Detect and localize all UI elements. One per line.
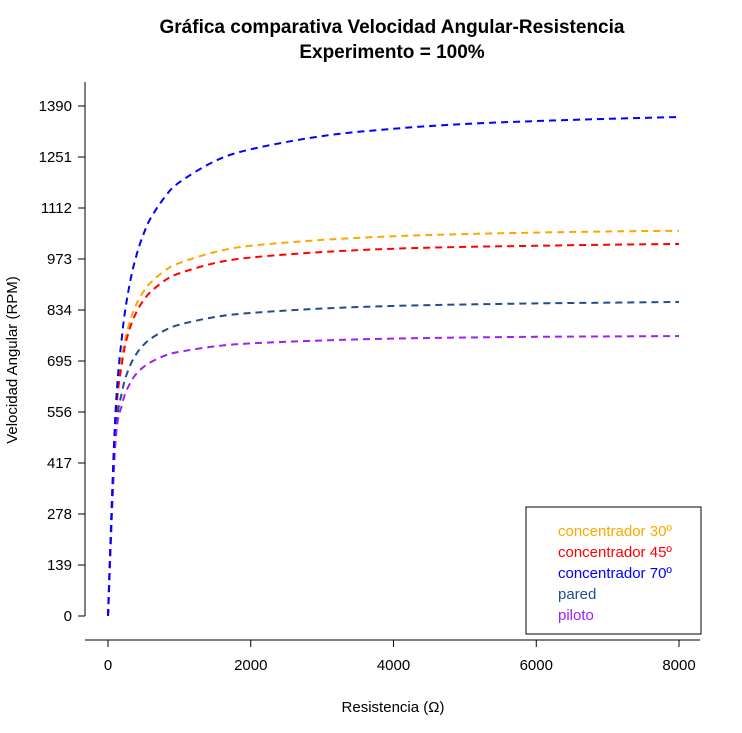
y-tick-label: 1251 (39, 149, 72, 166)
legend: concentrador 30º concentrador 45º concentr… (558, 523, 672, 624)
y-tick-label: 278 (47, 506, 72, 523)
chart-title: Gráfica comparativa Velocidad Angular-Re… (160, 17, 625, 38)
y-tick-label: 1390 (39, 98, 72, 115)
y-axis-label: Velocidad Angular (RPM) (4, 276, 21, 444)
series-line-concentrador-45 (107, 242, 680, 617)
legend-box (525, 506, 702, 635)
legend-entry-piloto: piloto (558, 607, 594, 624)
x-tick-label: 6000 (520, 657, 553, 674)
y-tick-label: 1112 (41, 200, 72, 217)
series-line-piloto (107, 335, 680, 617)
y-tick-label: 834 (47, 302, 72, 319)
y-tick-label: 139 (47, 557, 72, 574)
y-tick-label: 0 (64, 608, 72, 625)
y-tick-label: 973 (47, 251, 72, 268)
chart-subtitle: Experimento = 100% (299, 42, 484, 63)
x-tick-label: 2000 (234, 657, 267, 674)
legend-entry-concentrador-45: concentrador 45º (558, 544, 672, 561)
legend-entry-pared: pared (558, 586, 596, 603)
series-lines (107, 116, 680, 617)
x-axis-ticks: 0 2000 4000 6000 8000 (104, 640, 696, 674)
series-line-concentrador-70 (107, 116, 680, 617)
y-axis-ticks: 0 139 278 417 556 695 834 973 1112 1251 1390 (39, 98, 85, 625)
series-line-pared (107, 300, 680, 617)
x-tick-label: 8000 (662, 657, 695, 674)
legend-entry-concentrador-70: concentrador 70º (558, 565, 672, 582)
y-tick-label: 695 (47, 353, 72, 370)
legend-entry-concentrador-30: concentrador 30º (558, 523, 672, 540)
y-tick-label: 417 (47, 455, 72, 472)
y-tick-label: 556 (47, 404, 72, 421)
x-tick-label: 0 (104, 657, 112, 674)
x-tick-label: 4000 (377, 657, 410, 674)
x-axis-label: Resistencia (Ω) (342, 699, 445, 716)
